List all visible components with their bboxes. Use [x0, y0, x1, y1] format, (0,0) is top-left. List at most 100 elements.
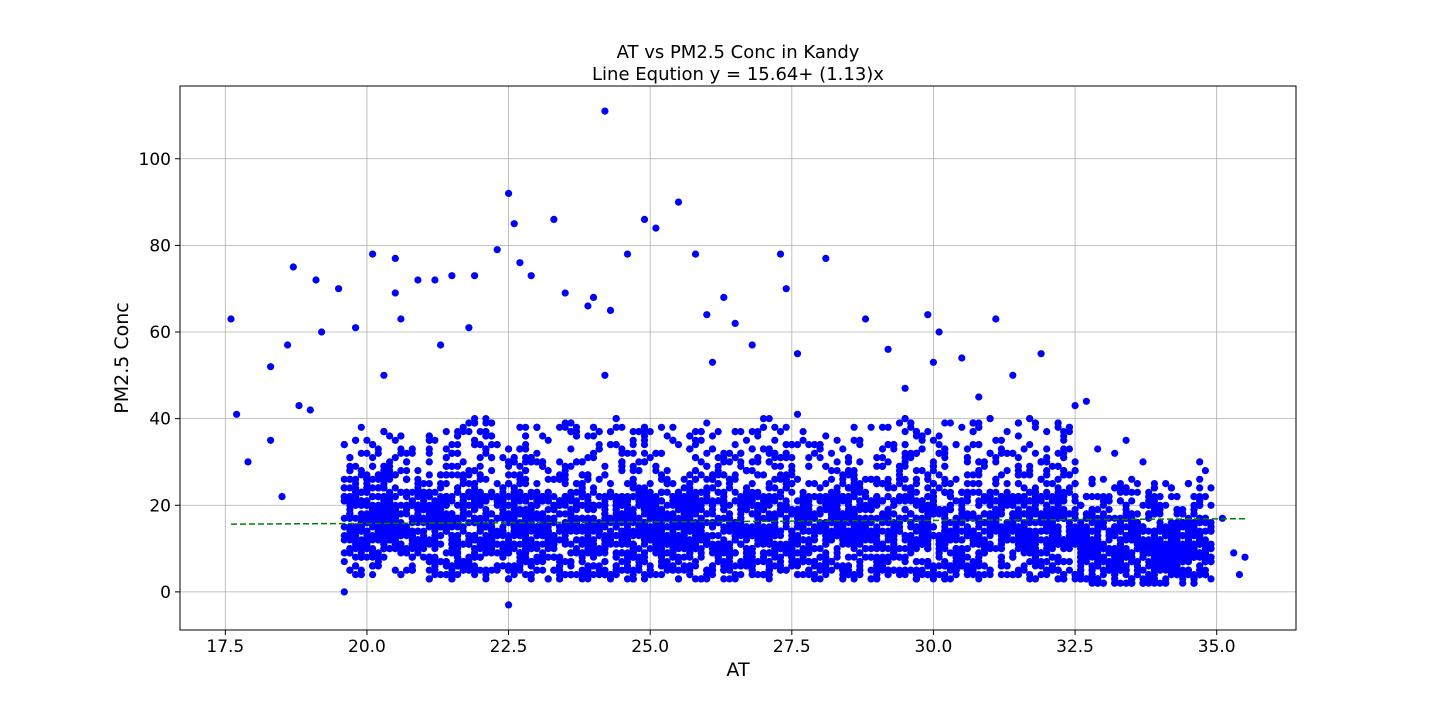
- scatter-point: [1207, 484, 1214, 491]
- scatter-point: [811, 545, 818, 552]
- scatter-point: [856, 549, 863, 556]
- scatter-point: [1032, 419, 1039, 426]
- scatter-point: [556, 554, 563, 561]
- scatter-point: [754, 454, 761, 461]
- scatter-point: [749, 493, 756, 500]
- scatter-point: [471, 437, 478, 444]
- scatter-point: [919, 445, 926, 452]
- scatter-point: [715, 497, 722, 504]
- scatter-point: [1004, 467, 1011, 474]
- scatter-point: [970, 558, 977, 565]
- scatter-point: [341, 549, 348, 556]
- scatter-point: [1004, 428, 1011, 435]
- scatter-point: [930, 502, 937, 509]
- scatter-point: [1190, 510, 1197, 517]
- scatter-point: [584, 536, 591, 543]
- scatter-point: [788, 489, 795, 496]
- scatter-point: [817, 441, 824, 448]
- scatter-point: [902, 506, 909, 513]
- scatter-point: [726, 458, 733, 465]
- scatter-point: [783, 424, 790, 431]
- scatter-point: [533, 480, 540, 487]
- scatter-point: [624, 497, 631, 504]
- scatter-point: [550, 506, 557, 513]
- scatter-point: [760, 536, 767, 543]
- scatter-point: [975, 458, 982, 465]
- scatter-point: [924, 428, 931, 435]
- scatter-point: [380, 545, 387, 552]
- scatter-point: [890, 497, 897, 504]
- scatter-point: [567, 549, 574, 556]
- scatter-point: [454, 432, 461, 439]
- scatter-point: [1043, 445, 1050, 452]
- scatter-point: [839, 510, 846, 517]
- scatter-point: [760, 415, 767, 422]
- scatter-point: [941, 541, 948, 548]
- scatter-point: [613, 424, 620, 431]
- scatter-point: [885, 506, 892, 513]
- scatter-point: [743, 467, 750, 474]
- scatter-point: [766, 458, 773, 465]
- scatter-point: [834, 549, 841, 556]
- scatter-point: [516, 532, 523, 539]
- scatter-point: [618, 549, 625, 556]
- scatter-point: [352, 480, 359, 487]
- scatter-point: [686, 549, 693, 556]
- scatter-point: [341, 558, 348, 565]
- scatter-point: [936, 432, 943, 439]
- scatter-point: [941, 463, 948, 470]
- scatter-point: [1026, 441, 1033, 448]
- scatter-point: [488, 536, 495, 543]
- scatter-point: [454, 554, 461, 561]
- scatter-point: [516, 480, 523, 487]
- scatter-point: [856, 497, 863, 504]
- scatter-point: [1117, 558, 1124, 565]
- scatter-point: [471, 489, 478, 496]
- scatter-point: [494, 497, 501, 504]
- scatter-point: [556, 523, 563, 530]
- scatter-point: [924, 545, 931, 552]
- scatter-point: [720, 541, 727, 548]
- scatter-point: [998, 471, 1005, 478]
- scatter-point: [913, 558, 920, 565]
- scatter-point: [692, 441, 699, 448]
- scatter-point: [505, 471, 512, 478]
- scatter-point: [998, 554, 1005, 561]
- scatter-point: [358, 424, 365, 431]
- scatter-point: [936, 506, 943, 513]
- scatter-point: [607, 571, 614, 578]
- scatter-point: [732, 532, 739, 539]
- scatter-point: [426, 554, 433, 561]
- scatter-point: [579, 502, 586, 509]
- scatter-point: [630, 545, 637, 552]
- scatter-point: [1123, 502, 1130, 509]
- scatter-point: [539, 554, 546, 561]
- scatter-point: [414, 536, 421, 543]
- scatter-point: [431, 541, 438, 548]
- scatter-point: [1049, 554, 1056, 561]
- scatter-point: [834, 437, 841, 444]
- scatter-point: [1190, 554, 1197, 561]
- scatter-point: [1117, 497, 1124, 504]
- scatter-point: [1038, 476, 1045, 483]
- scatter-point: [1145, 575, 1152, 582]
- scatter-point: [482, 432, 489, 439]
- scatter-point: [868, 424, 875, 431]
- scatter-point: [409, 554, 416, 561]
- scatter-point: [1026, 528, 1033, 535]
- scatter-point: [1202, 558, 1209, 565]
- scatter-point: [998, 445, 1005, 452]
- scatter-point: [1009, 502, 1016, 509]
- scatter-point: [567, 558, 574, 565]
- scatter-point: [641, 489, 648, 496]
- scatter-point: [913, 523, 920, 530]
- scatter-point: [856, 437, 863, 444]
- scatter-point: [732, 489, 739, 496]
- scatter-point: [709, 471, 716, 478]
- scatter-point: [556, 562, 563, 569]
- scatter-point: [998, 437, 1005, 444]
- scatter-point: [1077, 558, 1084, 565]
- scatter-point: [533, 450, 540, 457]
- scatter-point: [550, 493, 557, 500]
